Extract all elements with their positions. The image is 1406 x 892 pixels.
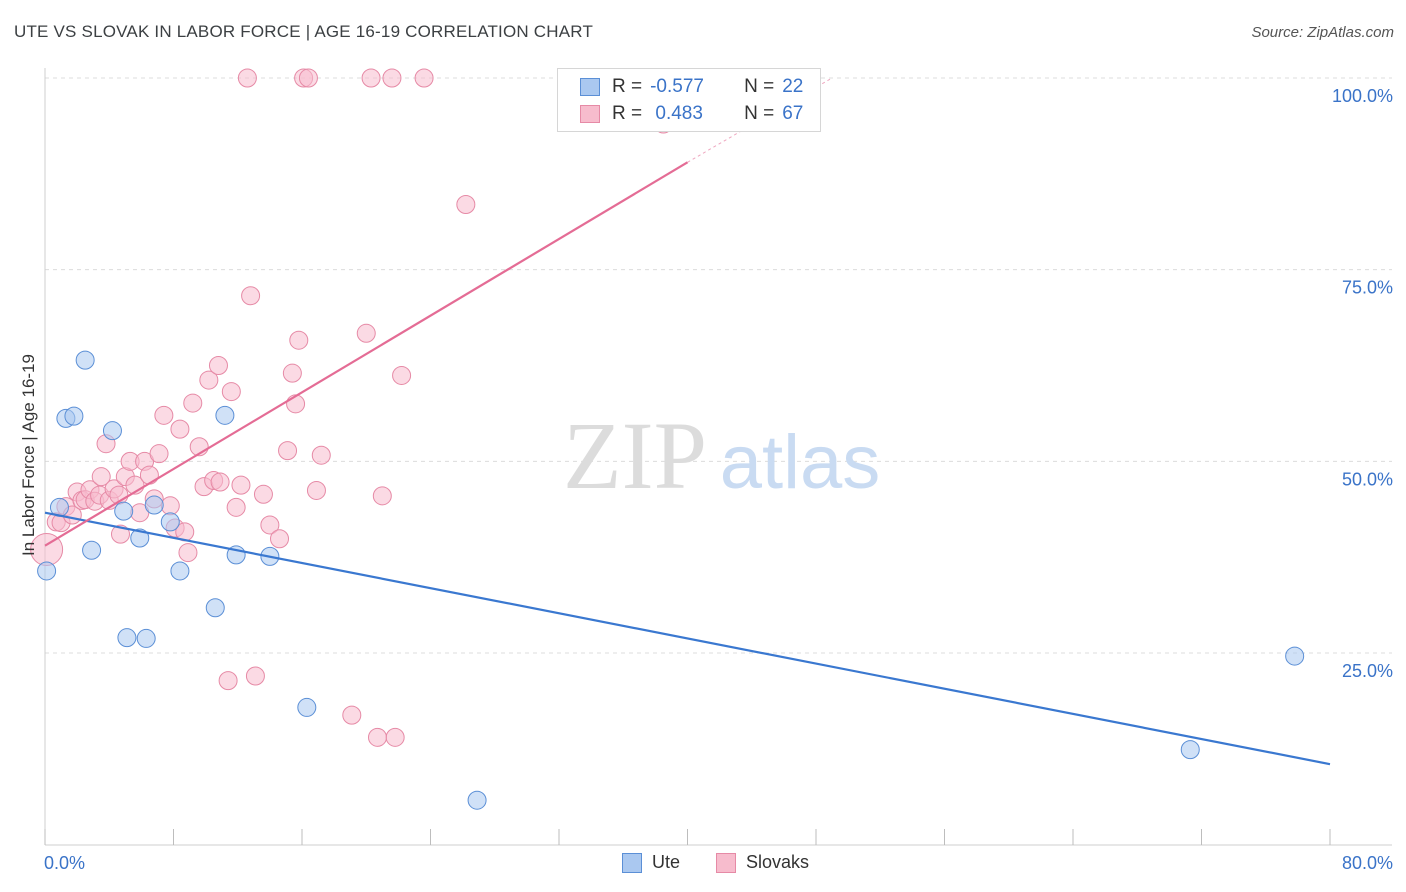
ute-point — [75, 350, 95, 370]
ute-point — [215, 405, 235, 425]
slovak-point — [91, 467, 111, 487]
slovak-point — [372, 486, 392, 506]
ute-legend-label: Ute — [652, 852, 681, 872]
legend-item-ute[interactable]: Ute — [622, 852, 680, 873]
slovak-point — [286, 394, 306, 414]
slovak-point — [278, 441, 298, 461]
slovak-point — [221, 382, 241, 402]
slovak-point — [289, 330, 309, 350]
slovak-point — [282, 363, 302, 383]
slovak-point — [456, 195, 476, 214]
ute-point — [117, 628, 137, 648]
source-label: Source: ZipAtlas.com — [1251, 24, 1394, 41]
ute-point — [130, 528, 150, 548]
slovak-point — [210, 472, 230, 492]
slovak-point — [342, 705, 362, 725]
slovak-point — [241, 286, 261, 306]
axis-labels: 25.0% 50.0% 75.0% 100.0% 0.0% 80.0% In Labor F… — [19, 86, 1393, 873]
axes — [44, 68, 1392, 846]
ute-r-value: -0.577 — [650, 76, 704, 97]
slovak-point — [178, 543, 198, 563]
y-tick-label: 25.0% — [1342, 661, 1393, 681]
slovak-point — [311, 445, 331, 465]
slovak-point — [253, 484, 273, 504]
ute-n-value: 22 — [782, 76, 804, 97]
slovak-point — [392, 365, 412, 385]
y-axis-label: In Labor Force | Age 16-19 — [19, 354, 38, 556]
slovak-point — [414, 68, 434, 88]
slovak-r-label: R = — [612, 103, 643, 124]
slovak-trend-line — [44, 161, 689, 547]
stats-legend: R = -0.577 N = 22 R = 0.483 N = 67 — [557, 68, 821, 132]
slovak-point — [199, 370, 219, 390]
ute-point — [64, 406, 84, 426]
series-legend: Ute Slovaks — [0, 852, 1406, 876]
ute-point — [82, 540, 102, 560]
slovak-point — [385, 727, 405, 747]
ute-point — [144, 495, 164, 515]
ute-point — [37, 561, 57, 581]
slovak-point — [226, 497, 246, 517]
watermark-zip: ZIP — [563, 402, 707, 509]
slovak-point — [245, 666, 265, 686]
slovak-r-value: 0.483 — [650, 103, 703, 124]
legend-row-ute: R = -0.577 N = 22 — [580, 75, 803, 99]
ute-legend-swatch — [622, 852, 642, 873]
slovak-point — [260, 515, 280, 535]
ute-point — [160, 512, 180, 532]
slovak-legend-swatch — [716, 852, 736, 873]
ute-point — [170, 561, 190, 581]
slovak-point — [367, 727, 387, 747]
ute-point — [297, 697, 317, 717]
ute-point — [205, 598, 225, 618]
slovak-point — [139, 465, 159, 485]
slovak-point — [298, 68, 318, 88]
y-tick-label: 50.0% — [1342, 469, 1393, 489]
slovak-legend-label: Slovaks — [746, 852, 810, 872]
ute-trend-line — [44, 511, 1331, 766]
slovak-n-label: N = — [744, 103, 775, 124]
slovak-point — [382, 68, 402, 88]
ute-r-label: R = — [612, 76, 643, 97]
slovak-point — [361, 68, 381, 88]
slovak-point — [154, 405, 174, 425]
slovak-point — [237, 68, 257, 88]
chart-title: UTE VS SLOVAK IN LABOR FORCE | AGE 16-19… — [14, 22, 594, 41]
grid — [45, 77, 1392, 654]
watermark-atlas: atlas — [720, 420, 881, 505]
ute-point — [1285, 646, 1305, 666]
slovak-point — [149, 444, 169, 464]
slovak-point — [208, 356, 228, 375]
slovak-point — [356, 323, 376, 343]
legend-row-slovaks: R = 0.483 N = 67 — [580, 102, 803, 126]
slovak-point — [183, 393, 203, 413]
ute-point — [136, 628, 156, 648]
ute-n-label: N = — [744, 76, 775, 97]
slovak-point — [218, 671, 238, 691]
watermark: ZIP atlas — [563, 402, 880, 509]
ute-point — [467, 790, 487, 810]
slovak-point — [306, 480, 326, 500]
ute-point — [102, 421, 122, 441]
ute-point — [114, 501, 134, 521]
slovak-point — [270, 529, 290, 549]
y-tick-label: 75.0% — [1342, 278, 1393, 298]
y-tick-label: 100.0% — [1332, 86, 1393, 106]
ute-point — [1180, 740, 1200, 760]
x-tick-label: 80.0% — [1342, 853, 1393, 873]
slovak-n-value: 67 — [782, 103, 804, 124]
legend-item-slovaks[interactable]: Slovaks — [716, 852, 809, 873]
slovak-swatch — [580, 105, 600, 123]
slovak-point — [170, 419, 190, 439]
x-tick-label: 0.0% — [44, 853, 85, 873]
slovak-point — [231, 475, 251, 495]
slovak-point — [160, 496, 180, 516]
slovak-point — [110, 524, 130, 544]
ute-swatch — [580, 78, 600, 96]
